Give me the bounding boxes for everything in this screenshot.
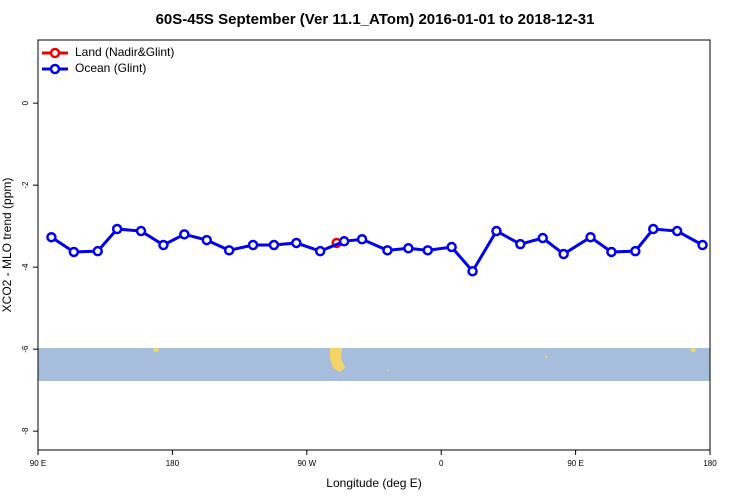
point	[558, 248, 569, 260]
point	[467, 265, 478, 277]
point	[606, 246, 617, 258]
y-tick-label: -6	[21, 345, 30, 353]
y-tick-label: -4	[21, 263, 30, 271]
legend-label: Ocean (Glint)	[75, 61, 146, 75]
point	[630, 245, 641, 257]
legend-label: Land (Nadir&Glint)	[75, 45, 174, 59]
chart-title: 60S-45S September (Ver 11.1_ATom) 2016-0…	[156, 11, 595, 28]
x-tick-label: 90 E	[567, 459, 583, 468]
point	[268, 239, 280, 251]
point	[537, 232, 548, 244]
point	[201, 234, 212, 246]
point	[247, 239, 259, 251]
land	[153, 348, 159, 352]
y-axis-label: XCO2 - MLO trend (ppm)	[0, 178, 14, 313]
point	[671, 225, 683, 237]
land-shapes	[153, 348, 696, 372]
land	[330, 348, 345, 372]
land	[544, 355, 548, 359]
x-tick-label: 0	[439, 459, 444, 468]
x-tick-label: 90 W	[297, 459, 316, 468]
y-tick-label: -8	[21, 427, 30, 435]
point	[356, 234, 368, 245]
point	[403, 243, 414, 254]
point	[179, 229, 190, 240]
point	[135, 225, 147, 237]
point	[446, 241, 457, 253]
series-line	[50, 227, 704, 274]
point	[338, 236, 350, 247]
point	[291, 237, 302, 249]
point	[158, 239, 169, 251]
x-tick-label: 180	[703, 459, 717, 468]
legend-marker	[49, 63, 61, 75]
point	[491, 225, 502, 237]
y-tick-label: 0	[21, 100, 30, 105]
point	[46, 231, 57, 243]
x-tick-label: 90 E	[30, 459, 46, 468]
legend-marker	[49, 47, 61, 59]
point	[648, 223, 659, 235]
y-tick-label: -2	[21, 181, 30, 189]
point	[92, 245, 103, 257]
land	[690, 348, 696, 352]
point	[223, 245, 235, 256]
point	[382, 245, 393, 256]
point	[697, 239, 708, 251]
x-axis-label: Longitude (deg E)	[326, 476, 421, 490]
x-tick-label: 180	[166, 459, 180, 468]
point	[314, 245, 326, 257]
plot-frame	[37, 39, 711, 451]
point	[515, 238, 526, 250]
point	[585, 231, 596, 243]
point	[422, 245, 434, 256]
land	[387, 369, 389, 371]
map-strip	[38, 348, 710, 381]
point	[111, 223, 123, 235]
point	[68, 246, 80, 258]
